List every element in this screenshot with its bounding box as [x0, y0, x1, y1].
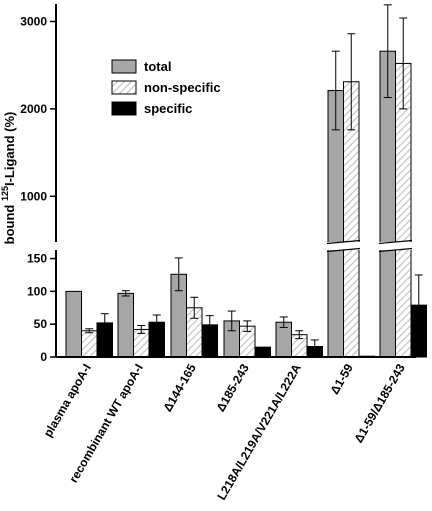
y-tick-label: 150: [27, 252, 47, 266]
legend-label: non-specific: [144, 80, 221, 95]
axis-break-gap: [50, 242, 430, 250]
x-tick-label: Δ1-59/Δ185-243: [351, 361, 408, 445]
legend-label: specific: [144, 101, 192, 116]
x-tick-label: Δ144-165: [160, 361, 199, 414]
y-tick-label: 50: [34, 317, 48, 331]
axis-break-mark: [378, 239, 413, 245]
x-tick-label: Δ185-243: [213, 361, 252, 414]
y-tick-label: 100: [27, 284, 47, 298]
x-tick-label: plasma apoA-I: [41, 362, 94, 440]
axis-break-mark: [326, 239, 361, 245]
axis-break-mark: [326, 247, 361, 253]
legend-swatch: [111, 101, 137, 116]
plot-area: [50, 4, 430, 358]
bar: [254, 346, 271, 358]
bar: [327, 90, 344, 358]
y-tick-label: 3000: [20, 14, 47, 28]
legend-label: total: [144, 59, 171, 74]
legend-swatch: [111, 59, 137, 74]
y-tick-label: 2000: [20, 102, 47, 116]
axis-break-mark: [378, 247, 413, 253]
y-axis: 0 50 100 150 1000 2000 3000: [20, 4, 416, 364]
bar: [65, 290, 82, 358]
legend-swatch: [111, 80, 137, 95]
x-tick-label: Δ1-59: [327, 361, 356, 397]
y-tick-label: 1000: [20, 189, 47, 203]
y-axis-title: bound 125I-Ligand (%): [0, 112, 17, 245]
y-tick-label: 0: [40, 350, 47, 364]
legend: total non-specific specific: [111, 59, 221, 116]
bar: [81, 330, 98, 358]
bar: [117, 292, 134, 358]
